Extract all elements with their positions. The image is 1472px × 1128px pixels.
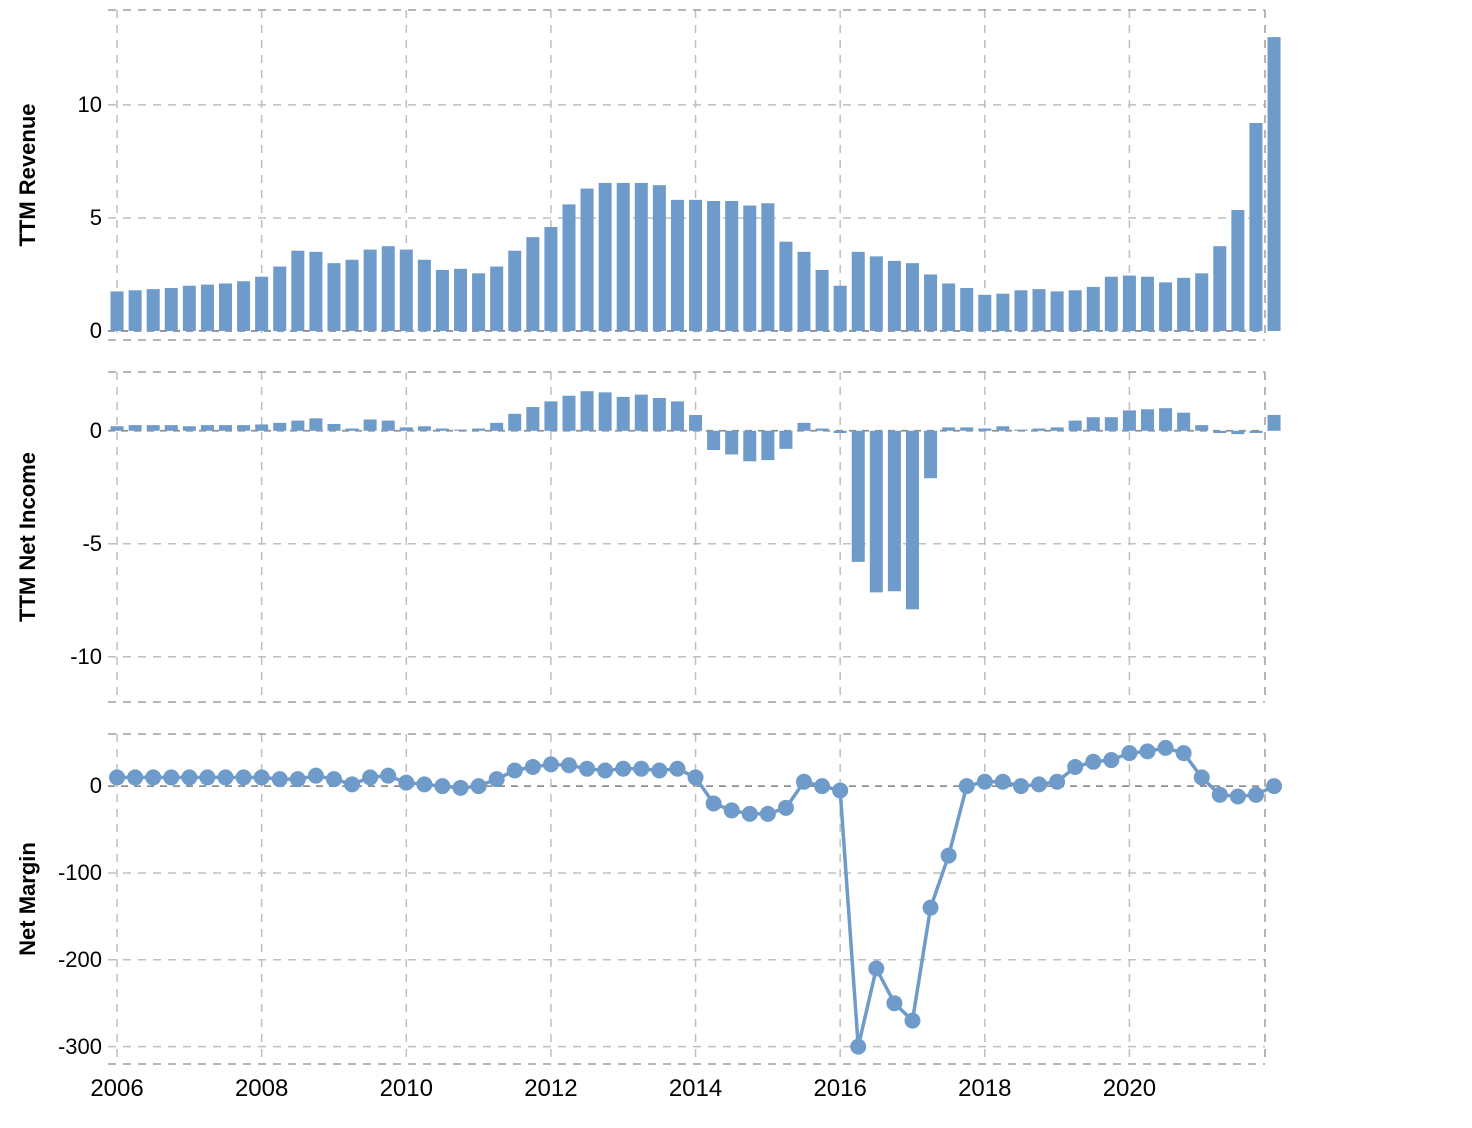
panel-revenue (0, 10, 1472, 340)
xtick-label: 2014 (669, 1075, 722, 1103)
panel-svg-netincome (0, 372, 1472, 702)
ytick-label: 10 (78, 92, 102, 118)
xtick-label: 2018 (958, 1075, 1011, 1103)
xtick-label: 2016 (813, 1075, 866, 1103)
ylabel-revenue: TTM Revenue (15, 103, 41, 246)
financial-multi-panel-chart: TTM Revenue 0 5 10 TTM Net Income -10 -5 0 Net M… (0, 0, 1472, 1128)
ytick-label: 5 (90, 205, 102, 231)
xtick-label: 2010 (380, 1075, 433, 1103)
ytick-label: -5 (82, 531, 102, 557)
ylabel-margin: Net Margin (15, 842, 41, 956)
panel-svg-revenue (0, 10, 1472, 340)
xtick-label: 2008 (235, 1075, 288, 1103)
xtick-label: 2020 (1103, 1075, 1156, 1103)
ytick-label: -10 (70, 644, 102, 670)
ytick-label: -200 (58, 947, 102, 973)
panel-netincome (0, 372, 1472, 702)
ylabel-netincome: TTM Net Income (15, 452, 41, 622)
ytick-label: 0 (90, 418, 102, 444)
xtick-label: 2012 (524, 1075, 577, 1103)
ytick-label: 0 (90, 318, 102, 344)
ytick-label: 0 (90, 773, 102, 799)
xtick-label: 2006 (90, 1075, 143, 1103)
panel-svg-margin (0, 734, 1472, 1064)
ytick-label: -300 (58, 1034, 102, 1060)
ytick-label: -100 (58, 860, 102, 886)
panel-margin (0, 734, 1472, 1064)
